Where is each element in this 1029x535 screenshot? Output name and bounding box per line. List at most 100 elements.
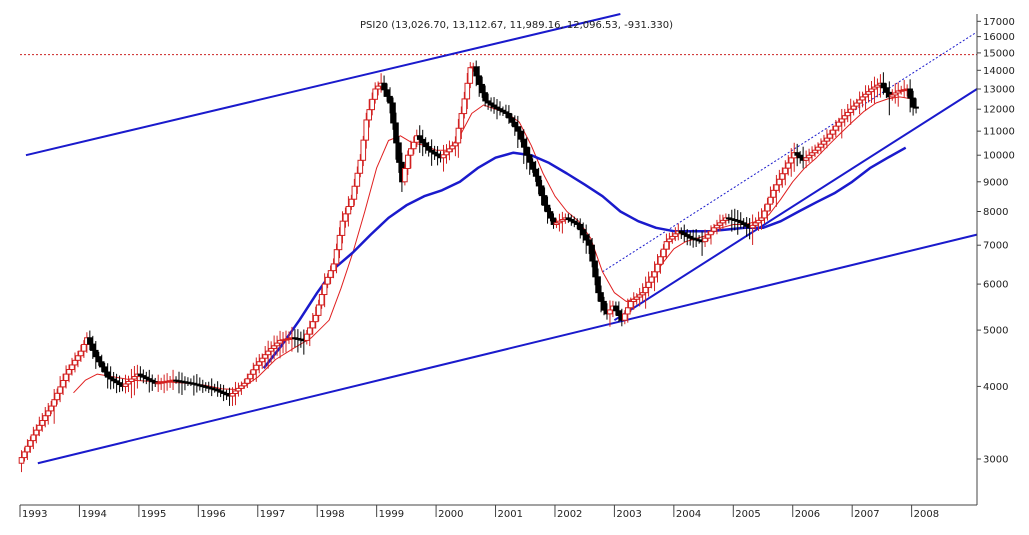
candle-body (830, 129, 836, 135)
candle-body (651, 271, 658, 278)
candle-body (865, 91, 872, 95)
candle-body (363, 119, 370, 141)
candle-body (461, 98, 468, 115)
candle-body (684, 234, 691, 237)
candle-body (72, 359, 78, 366)
candle-body (443, 151, 450, 156)
candlestick (137, 366, 144, 381)
candle-body (509, 117, 515, 123)
candle-body (491, 104, 497, 108)
candle-body (229, 392, 236, 397)
candlestick (630, 292, 637, 310)
x-tick-label: 2000 (438, 509, 463, 520)
candlestick (42, 406, 49, 428)
candlestick (45, 402, 52, 425)
candlestick (806, 148, 812, 163)
candle-body (520, 138, 527, 148)
candlestick (333, 243, 340, 274)
candlestick (30, 426, 37, 450)
candle-body (464, 82, 471, 100)
candlestick (402, 164, 408, 186)
candlestick (743, 216, 750, 237)
candle-body (336, 234, 343, 251)
candle-body (669, 235, 676, 240)
candlestick (720, 214, 726, 230)
candle-body (797, 154, 803, 159)
candlestick (737, 212, 744, 229)
candle-body (556, 220, 563, 224)
candlestick (883, 83, 890, 98)
candlestick (425, 141, 432, 157)
candlestick (473, 60, 480, 87)
candlestick (113, 373, 120, 394)
candle-body (366, 109, 373, 121)
candle-body (467, 67, 474, 84)
candlestick (116, 375, 123, 393)
candlestick (755, 211, 762, 231)
candle-body (396, 142, 402, 163)
candle-body (844, 111, 851, 117)
candle-body (36, 424, 43, 431)
candlestick (479, 76, 485, 98)
candlestick (66, 364, 72, 383)
candlestick (749, 214, 756, 245)
candlestick (835, 117, 842, 132)
candle-body (639, 292, 646, 296)
candlestick (497, 101, 503, 116)
x-tick-label: 2005 (735, 509, 760, 520)
candle-body (345, 206, 352, 215)
candlestick (586, 233, 592, 255)
candle-body (788, 157, 795, 164)
candlestick (844, 104, 851, 123)
candle-body (708, 230, 714, 236)
candle-body (503, 111, 509, 114)
candle-body (678, 230, 685, 234)
chart-title: PSI20 (13,026.70, 13,112.67, 11,989.16, … (360, 20, 673, 31)
candle-body (550, 217, 557, 225)
candle-body (390, 102, 396, 124)
candlestick (24, 439, 31, 460)
candlestick (512, 115, 518, 136)
candle-body (476, 75, 482, 85)
candlestick (535, 167, 542, 195)
candle-body (259, 357, 266, 363)
candlestick (705, 230, 711, 242)
candle-body (238, 385, 245, 389)
candle-body (446, 148, 453, 153)
candle-body (425, 146, 432, 151)
candle-body (405, 154, 411, 169)
candlestick (678, 227, 685, 240)
candle-body (116, 382, 123, 386)
candle-body (586, 239, 592, 246)
candlestick (87, 330, 93, 351)
candlestick (482, 85, 488, 107)
candle-body (835, 121, 842, 127)
candle-body (434, 153, 441, 157)
candlestick (532, 160, 539, 182)
candlestick (101, 362, 108, 377)
candlestick (36, 416, 43, 437)
y-tick-label: 15000 (983, 48, 1015, 59)
candlestick (259, 353, 266, 369)
candle-body (315, 304, 322, 316)
candle-body (785, 162, 792, 169)
candle-body (63, 373, 69, 381)
trendline-2 (37, 233, 978, 465)
candlestick (354, 166, 361, 194)
candlestick (868, 80, 875, 103)
candle-body (387, 95, 393, 104)
candlestick (892, 83, 899, 104)
candle-body (146, 378, 153, 381)
candlestick (651, 261, 658, 292)
candle-body (244, 378, 251, 384)
candlestick (48, 401, 55, 415)
candle-body (743, 223, 750, 227)
candlestick (416, 125, 423, 153)
candle-body (217, 390, 224, 393)
candlestick (104, 363, 111, 389)
candle-body (30, 434, 37, 442)
candlestick (550, 213, 557, 229)
candle-body (312, 314, 319, 323)
candle-body (517, 130, 524, 140)
